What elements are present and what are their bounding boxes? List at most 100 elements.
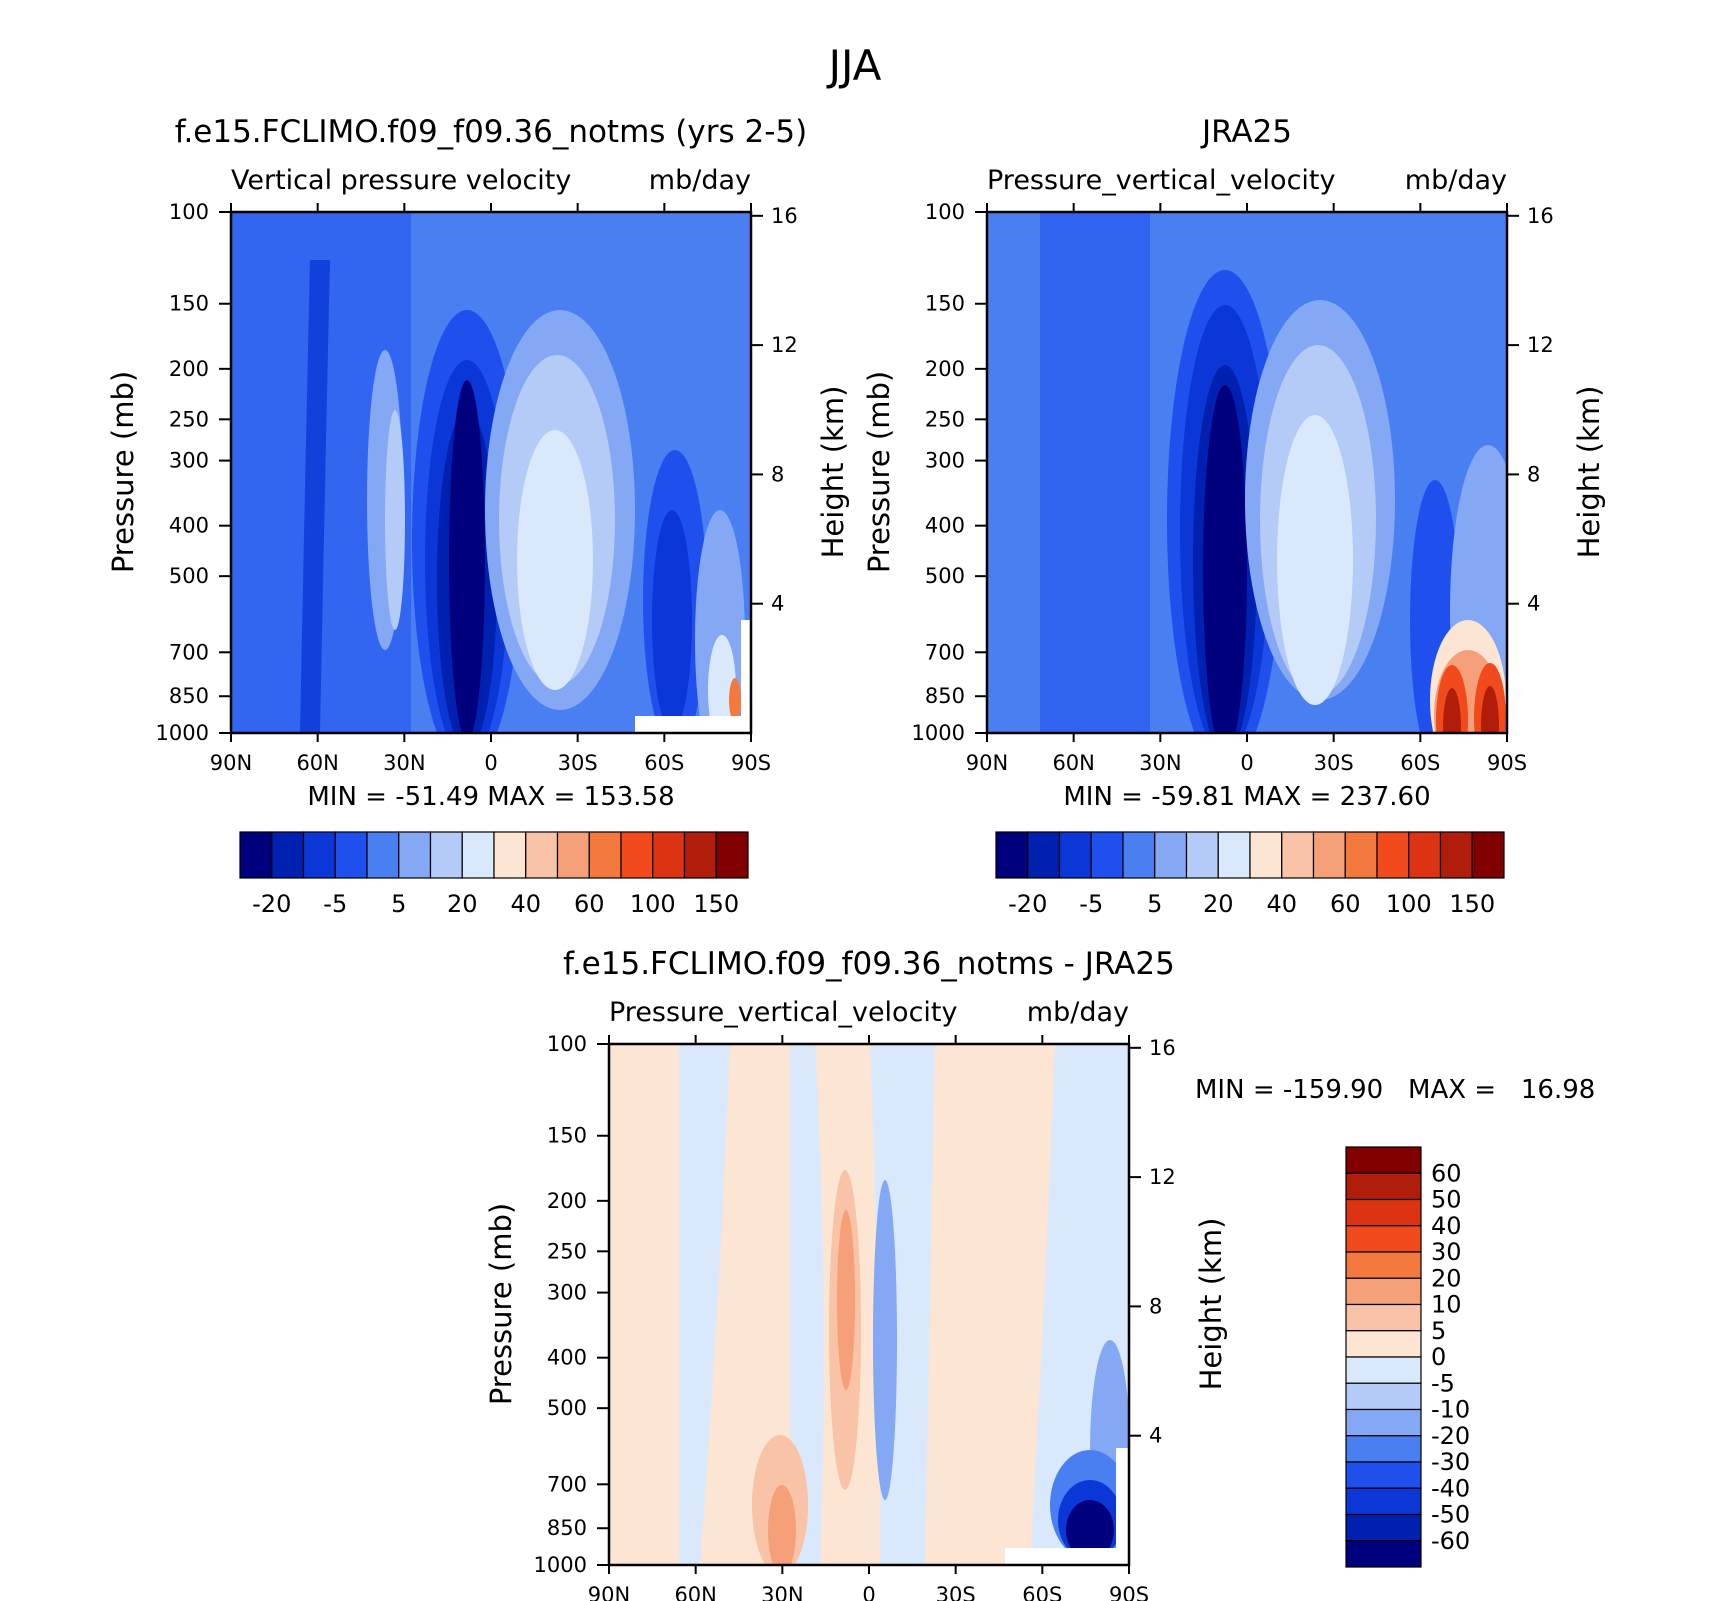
y-tick-label: 150	[925, 292, 965, 316]
model-plot-field	[231, 212, 751, 733]
colorbar-box	[620, 831, 654, 879]
diff-y-axis-label: Pressure (mb)	[484, 1203, 518, 1405]
y-tick-label: 150	[547, 1124, 587, 1148]
model-subtitle-right: mb/day	[649, 165, 751, 196]
colorbar-box	[715, 831, 749, 879]
x-tick-label: 30S	[1314, 751, 1354, 775]
colorbar-box	[429, 831, 463, 879]
obs-subtitle-right: mb/day	[1405, 165, 1507, 196]
y2-tick-label: 12	[1149, 1165, 1176, 1189]
y2-tick-label: 16	[1149, 1036, 1176, 1060]
y-tick-label: 1000	[534, 1553, 587, 1577]
colorbar-box	[1345, 1303, 1422, 1332]
colorbar-box	[1471, 831, 1505, 879]
y-tick-label: 1000	[912, 721, 965, 745]
y-tick-label: 500	[547, 1396, 587, 1420]
y2-tick-label: 4	[771, 592, 784, 616]
colorbar-label: 20	[1431, 1264, 1462, 1292]
colorbar-label: -5	[323, 890, 347, 918]
colorbar-label: 40	[1431, 1212, 1462, 1240]
colorbar-box	[1090, 831, 1124, 879]
colorbar-label: 10	[1431, 1291, 1462, 1319]
colorbar-box	[1345, 1513, 1422, 1542]
colorbar-label: -20	[1008, 890, 1047, 918]
colorbar-box	[995, 831, 1029, 879]
colorbar-label: 40	[1266, 890, 1297, 918]
y-tick-label: 500	[925, 564, 965, 588]
colorbar-box	[1185, 831, 1219, 879]
colorbar-box	[1312, 831, 1346, 879]
model-axes: 90N 60N 30N 0 30S 60S 90S 100 150 200 250 300 400 500…	[156, 200, 798, 775]
model-y-axis-label: Pressure (mb)	[106, 371, 140, 573]
model-colorbar: -20 -5 5 20 40 60 100 150	[239, 831, 749, 918]
colorbar-box	[1345, 1198, 1422, 1227]
x-tick-label: 90S	[1487, 751, 1527, 775]
colorbar-label: -40	[1431, 1474, 1470, 1502]
colorbar-box	[1345, 1146, 1422, 1174]
colorbar-label: -30	[1431, 1448, 1470, 1476]
colorbar-box	[1249, 831, 1283, 879]
x-tick-label: 30N	[1139, 751, 1181, 775]
colorbar-box	[683, 831, 717, 879]
y-tick-label: 250	[925, 407, 965, 431]
colorbar-label: 30	[1431, 1238, 1462, 1266]
x-tick-label: 30S	[936, 1583, 976, 1601]
y-tick-label: 200	[925, 357, 965, 381]
obs-axes: 90N 60N 30N 0 30S 60S 90S 100 150 200 250 300 400 500…	[912, 200, 1554, 775]
diff-subtitle-left: Pressure_vertical_velocity	[609, 997, 958, 1028]
colorbar-box	[1345, 1225, 1422, 1253]
figure-title: JJA	[826, 41, 882, 90]
x-tick-label: 60N	[674, 1583, 716, 1601]
x-tick-label: 90N	[966, 751, 1008, 775]
colorbar-box	[652, 831, 686, 879]
y2-tick-label: 8	[771, 462, 784, 486]
colorbar-box	[1345, 1435, 1422, 1463]
colorbar-label: 100	[630, 890, 676, 918]
colorbar-box	[1345, 1356, 1422, 1384]
y-tick-label: 400	[547, 1346, 587, 1370]
y2-tick-label: 16	[1527, 204, 1554, 228]
colorbar-box	[1217, 831, 1251, 879]
x-tick-label: 0	[484, 751, 497, 775]
diff-y2-axis-label: Height (km)	[1194, 1218, 1228, 1391]
y-tick-label: 400	[925, 514, 965, 538]
x-tick-label: 60S	[644, 751, 684, 775]
colorbar-box	[556, 831, 590, 879]
colorbar-box	[1344, 831, 1378, 879]
colorbar-label: 150	[693, 890, 739, 918]
obs-panel: JRA25 Pressure_vertical_velocity mb/day …	[862, 114, 1606, 918]
colorbar-box	[1345, 1540, 1422, 1568]
y-tick-label: 250	[169, 407, 209, 431]
x-tick-label: 90N	[588, 1583, 630, 1601]
colorbar-box	[1345, 1408, 1422, 1437]
colorbar-box	[239, 831, 273, 879]
x-tick-label: 60N	[1052, 751, 1094, 775]
colorbar-box	[1027, 831, 1061, 879]
x-tick-label: 90N	[210, 751, 252, 775]
colorbar-label: 50	[1431, 1186, 1462, 1214]
y-tick-label: 850	[925, 684, 965, 708]
obs-title: JRA25	[1200, 114, 1292, 150]
y-tick-label: 700	[925, 640, 965, 664]
colorbar-label: -60	[1431, 1527, 1470, 1555]
y2-tick-label: 8	[1527, 462, 1540, 486]
x-tick-label: 30N	[383, 751, 425, 775]
diff-panel: f.e15.FCLIMO.f09_f09.36_notms - JRA25 Pr…	[484, 946, 1595, 1601]
y-tick-label: 100	[169, 200, 209, 224]
diff-plot-field	[609, 1044, 1129, 1565]
y-tick-label: 300	[169, 449, 209, 473]
y-tick-label: 700	[169, 640, 209, 664]
y-tick-label: 1000	[156, 721, 209, 745]
colorbar-box	[366, 831, 400, 879]
colorbar-label: 60	[1431, 1159, 1462, 1187]
colorbar-box	[493, 831, 527, 879]
x-tick-label: 60S	[1022, 1583, 1062, 1601]
y-tick-label: 400	[169, 514, 209, 538]
colorbar-label: -5	[1079, 890, 1103, 918]
colorbar-box	[1345, 1330, 1422, 1358]
y-tick-label: 250	[547, 1239, 587, 1263]
colorbar-box	[1439, 831, 1473, 879]
obs-min-max: MIN = -59.81 MAX = 237.60	[1063, 782, 1430, 812]
colorbar-box	[1345, 1382, 1422, 1411]
